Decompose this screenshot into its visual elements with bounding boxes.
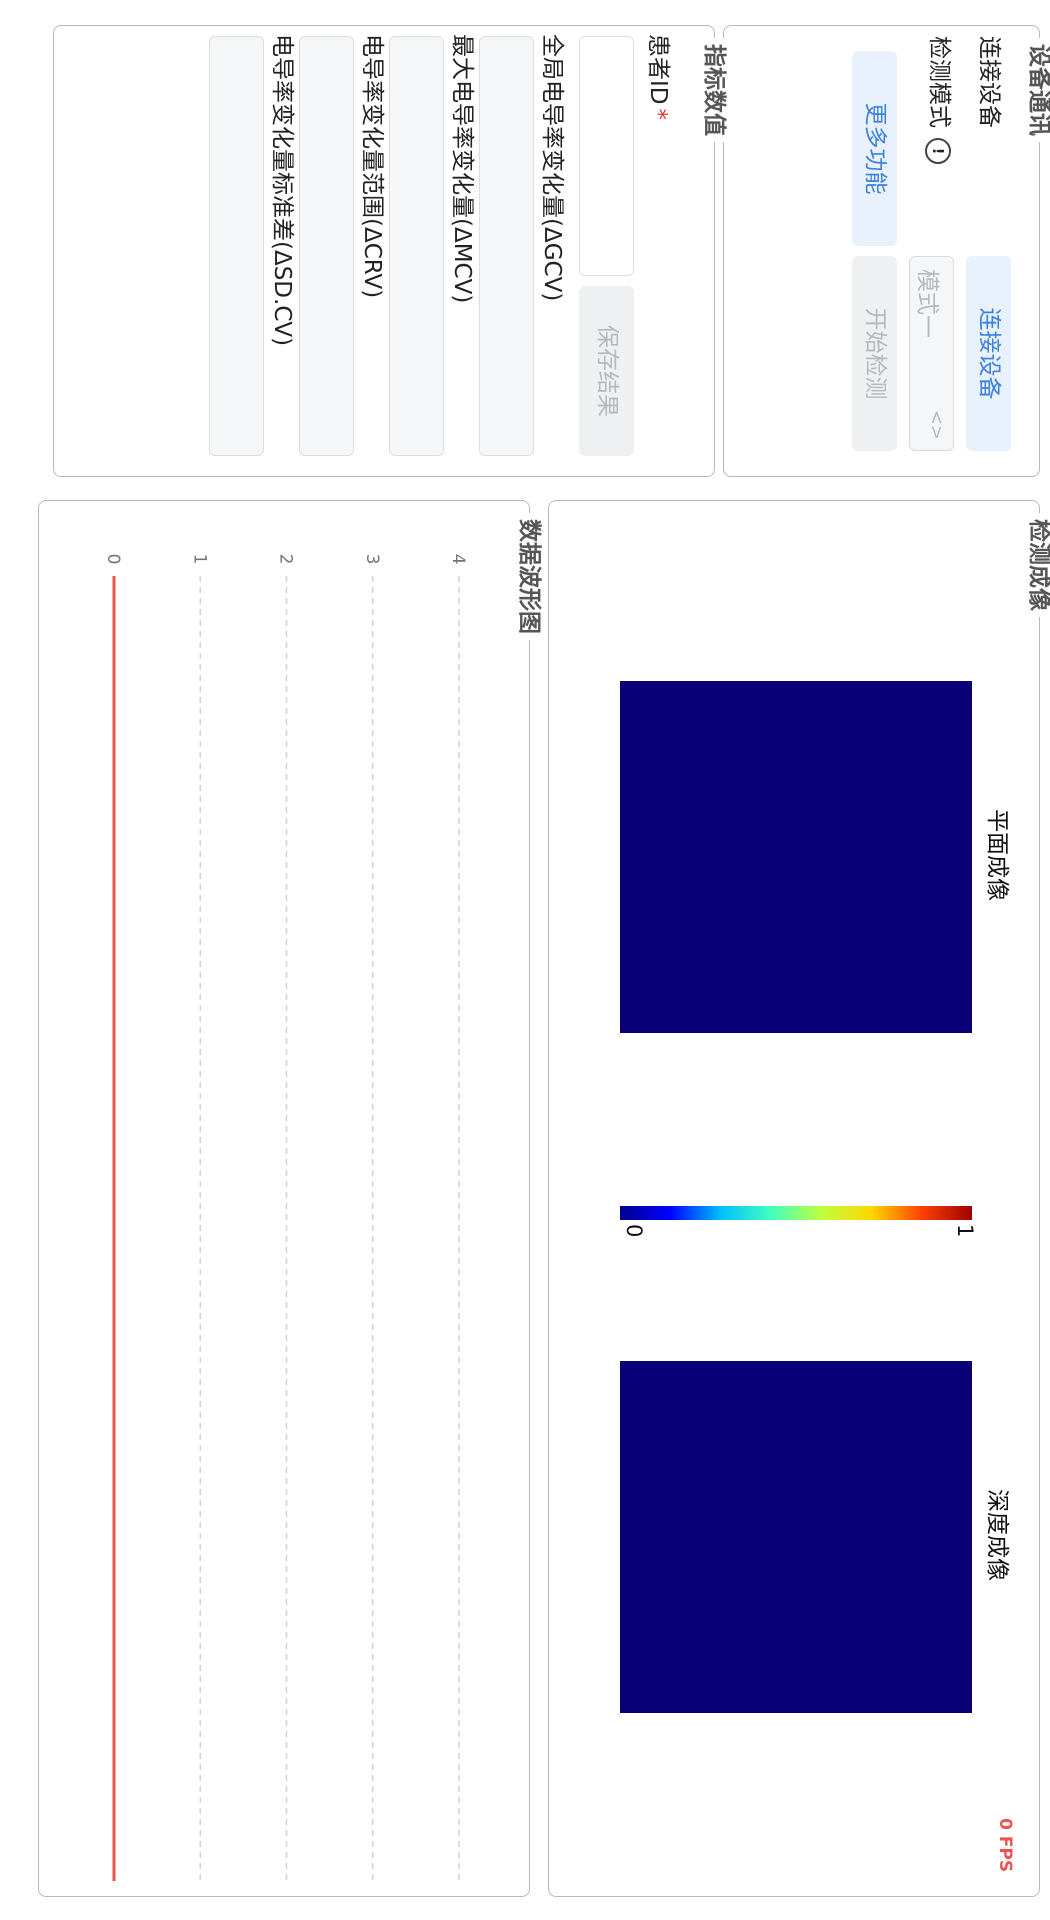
colorbar-max-label: 1 [953,1224,977,1238]
colorbar [620,1206,972,1220]
fps-counter: 0 FPS [995,1818,1015,1873]
y-tick-label: 3 [362,554,382,565]
metrics-panel-title: 指标数值 [700,38,728,142]
metric-label-mcv: 最大电导率变化量(ΔMCV) [449,34,475,304]
patient-id-label: 患者ID * [644,34,672,120]
required-mark: * [645,108,671,121]
connect-button[interactable]: 连接设备 [966,256,1011,451]
y-tick-label: 2 [276,554,296,565]
device-panel: 设备通讯 连接设备 连接设备 检测模式! 模式一 <> 更多功能 开始检测 [723,25,1050,477]
imaging-panel-title: 检测成像 [1025,513,1050,617]
imaging-panel: 检测成像 平面成像 1 0 深度成像 0 FPS [548,500,1050,1897]
device-panel-title: 设备通讯 [1025,38,1050,142]
waveform-chart: 4 3 2 1 0 [103,554,468,1881]
y-tick-label: 1 [189,554,209,565]
metric-field-crv [299,36,354,456]
y-tick-label: 0 [103,554,123,565]
more-functions-button[interactable]: 更多功能 [852,51,897,246]
metric-field-sdcv [209,36,264,456]
depth-heatmap [620,1361,972,1713]
metric-label-crv: 电导率变化量范围(ΔCRV) [359,34,385,299]
metrics-panel: 指标数值 患者ID * 保存结果 全局电导率变化量(ΔGCV) 最大电导率变化量(… [53,25,728,477]
mode-select-value: 模式一 [914,269,940,338]
save-result-button[interactable]: 保存结果 [579,286,634,456]
patient-id-label-text: 患者ID [645,34,671,105]
metric-field-mcv [389,36,444,456]
info-icon[interactable]: ! [925,138,952,164]
plane-image-caption: 平面成像 [984,809,1010,901]
metric-label-gcv: 全局电导率变化量(ΔGCV) [539,34,565,302]
chevron-updown-icon: <> [926,409,947,440]
metric-field-gcv [479,36,534,456]
mode-label-text: 检测模式 [926,36,952,128]
y-tick-label: 4 [448,554,468,565]
colorbar-min-label: 0 [622,1224,646,1238]
plane-heatmap [620,681,972,1033]
mode-label: 检测模式! [925,36,953,164]
depth-image-caption: 深度成像 [984,1489,1010,1581]
mode-select[interactable]: 模式一 <> [909,256,954,451]
start-detection-button[interactable]: 开始检测 [852,256,897,451]
patient-id-input[interactable] [579,36,634,276]
connect-label: 连接设备 [976,36,1002,128]
metric-label-sdcv: 电导率变化量标准差(ΔSD.CV) [269,34,295,347]
